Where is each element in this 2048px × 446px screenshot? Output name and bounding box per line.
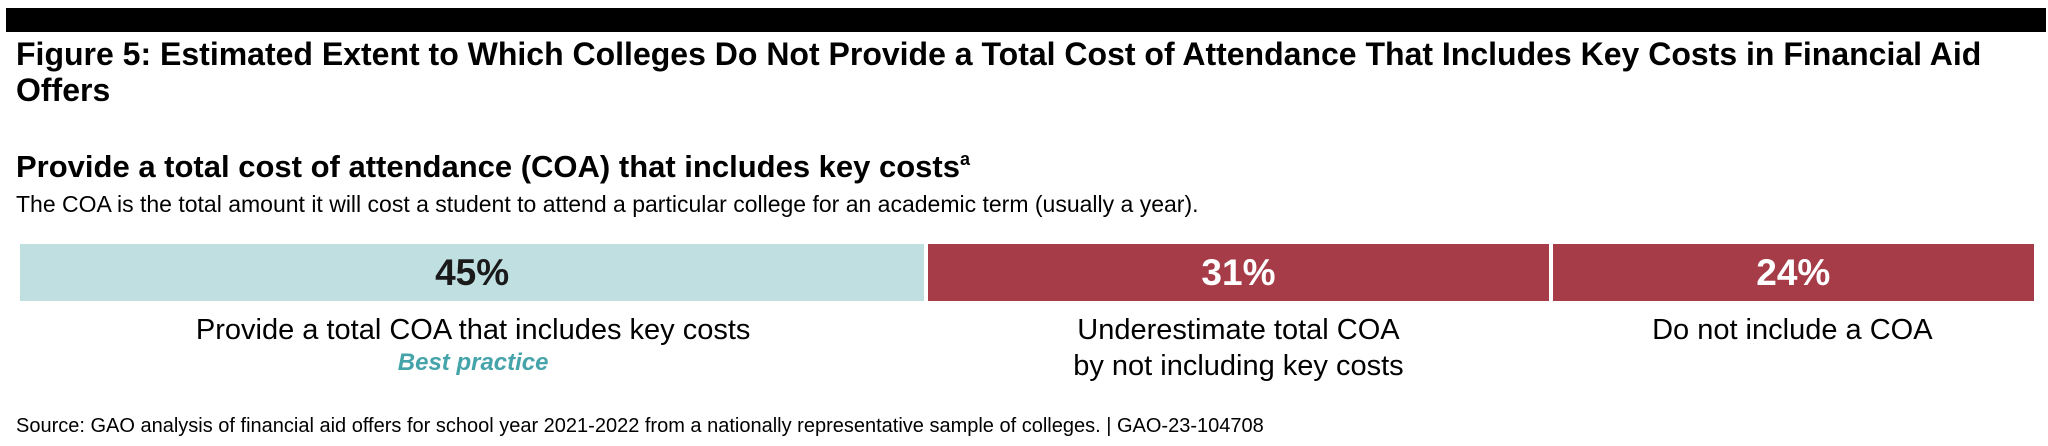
figure-title: Figure 5: Estimated Extent to Which Coll… xyxy=(16,36,1982,108)
footnote-marker: a xyxy=(960,149,971,169)
category-label-underestimate-line-1: Underestimate total COA xyxy=(1077,314,1400,346)
subtitle-text: Provide a total cost of attendance (COA)… xyxy=(16,149,960,184)
segment-label-no-coa: 24% xyxy=(1756,251,1831,293)
bar-segment-no-coa: 24% xyxy=(1552,244,2034,301)
category-label-best-practice: Provide a total COA that includes key co… xyxy=(195,314,751,346)
segment-label-underestimate: 31% xyxy=(1201,251,1276,293)
category-no-coa: Do not include a COA xyxy=(1551,312,2034,348)
bar-segment-underestimate: 31% xyxy=(928,244,1549,301)
chart-description: The COA is the total amount it will cost… xyxy=(16,191,1199,217)
category-label-underestimate-line-2: by not including key costs xyxy=(1073,350,1404,382)
best-practice-note: Best practice xyxy=(397,349,549,376)
top-rule xyxy=(6,8,2046,32)
category-label-no-coa: Do not include a COA xyxy=(1652,314,1933,346)
chart-subtitle: Provide a total cost of attendance (COA)… xyxy=(16,150,970,184)
source-note: Source: GAO analysis of financial aid of… xyxy=(16,415,1264,437)
category-best-practice: Provide a total COA that includes key co… xyxy=(20,312,926,378)
category-underestimate: Underestimate total COA by not including… xyxy=(926,312,1550,384)
segment-label-best-practice: 45% xyxy=(435,251,510,293)
stacked-bar: 45% 31% 24% xyxy=(20,244,2034,301)
bar-segment-best-practice: 45% xyxy=(20,244,925,301)
